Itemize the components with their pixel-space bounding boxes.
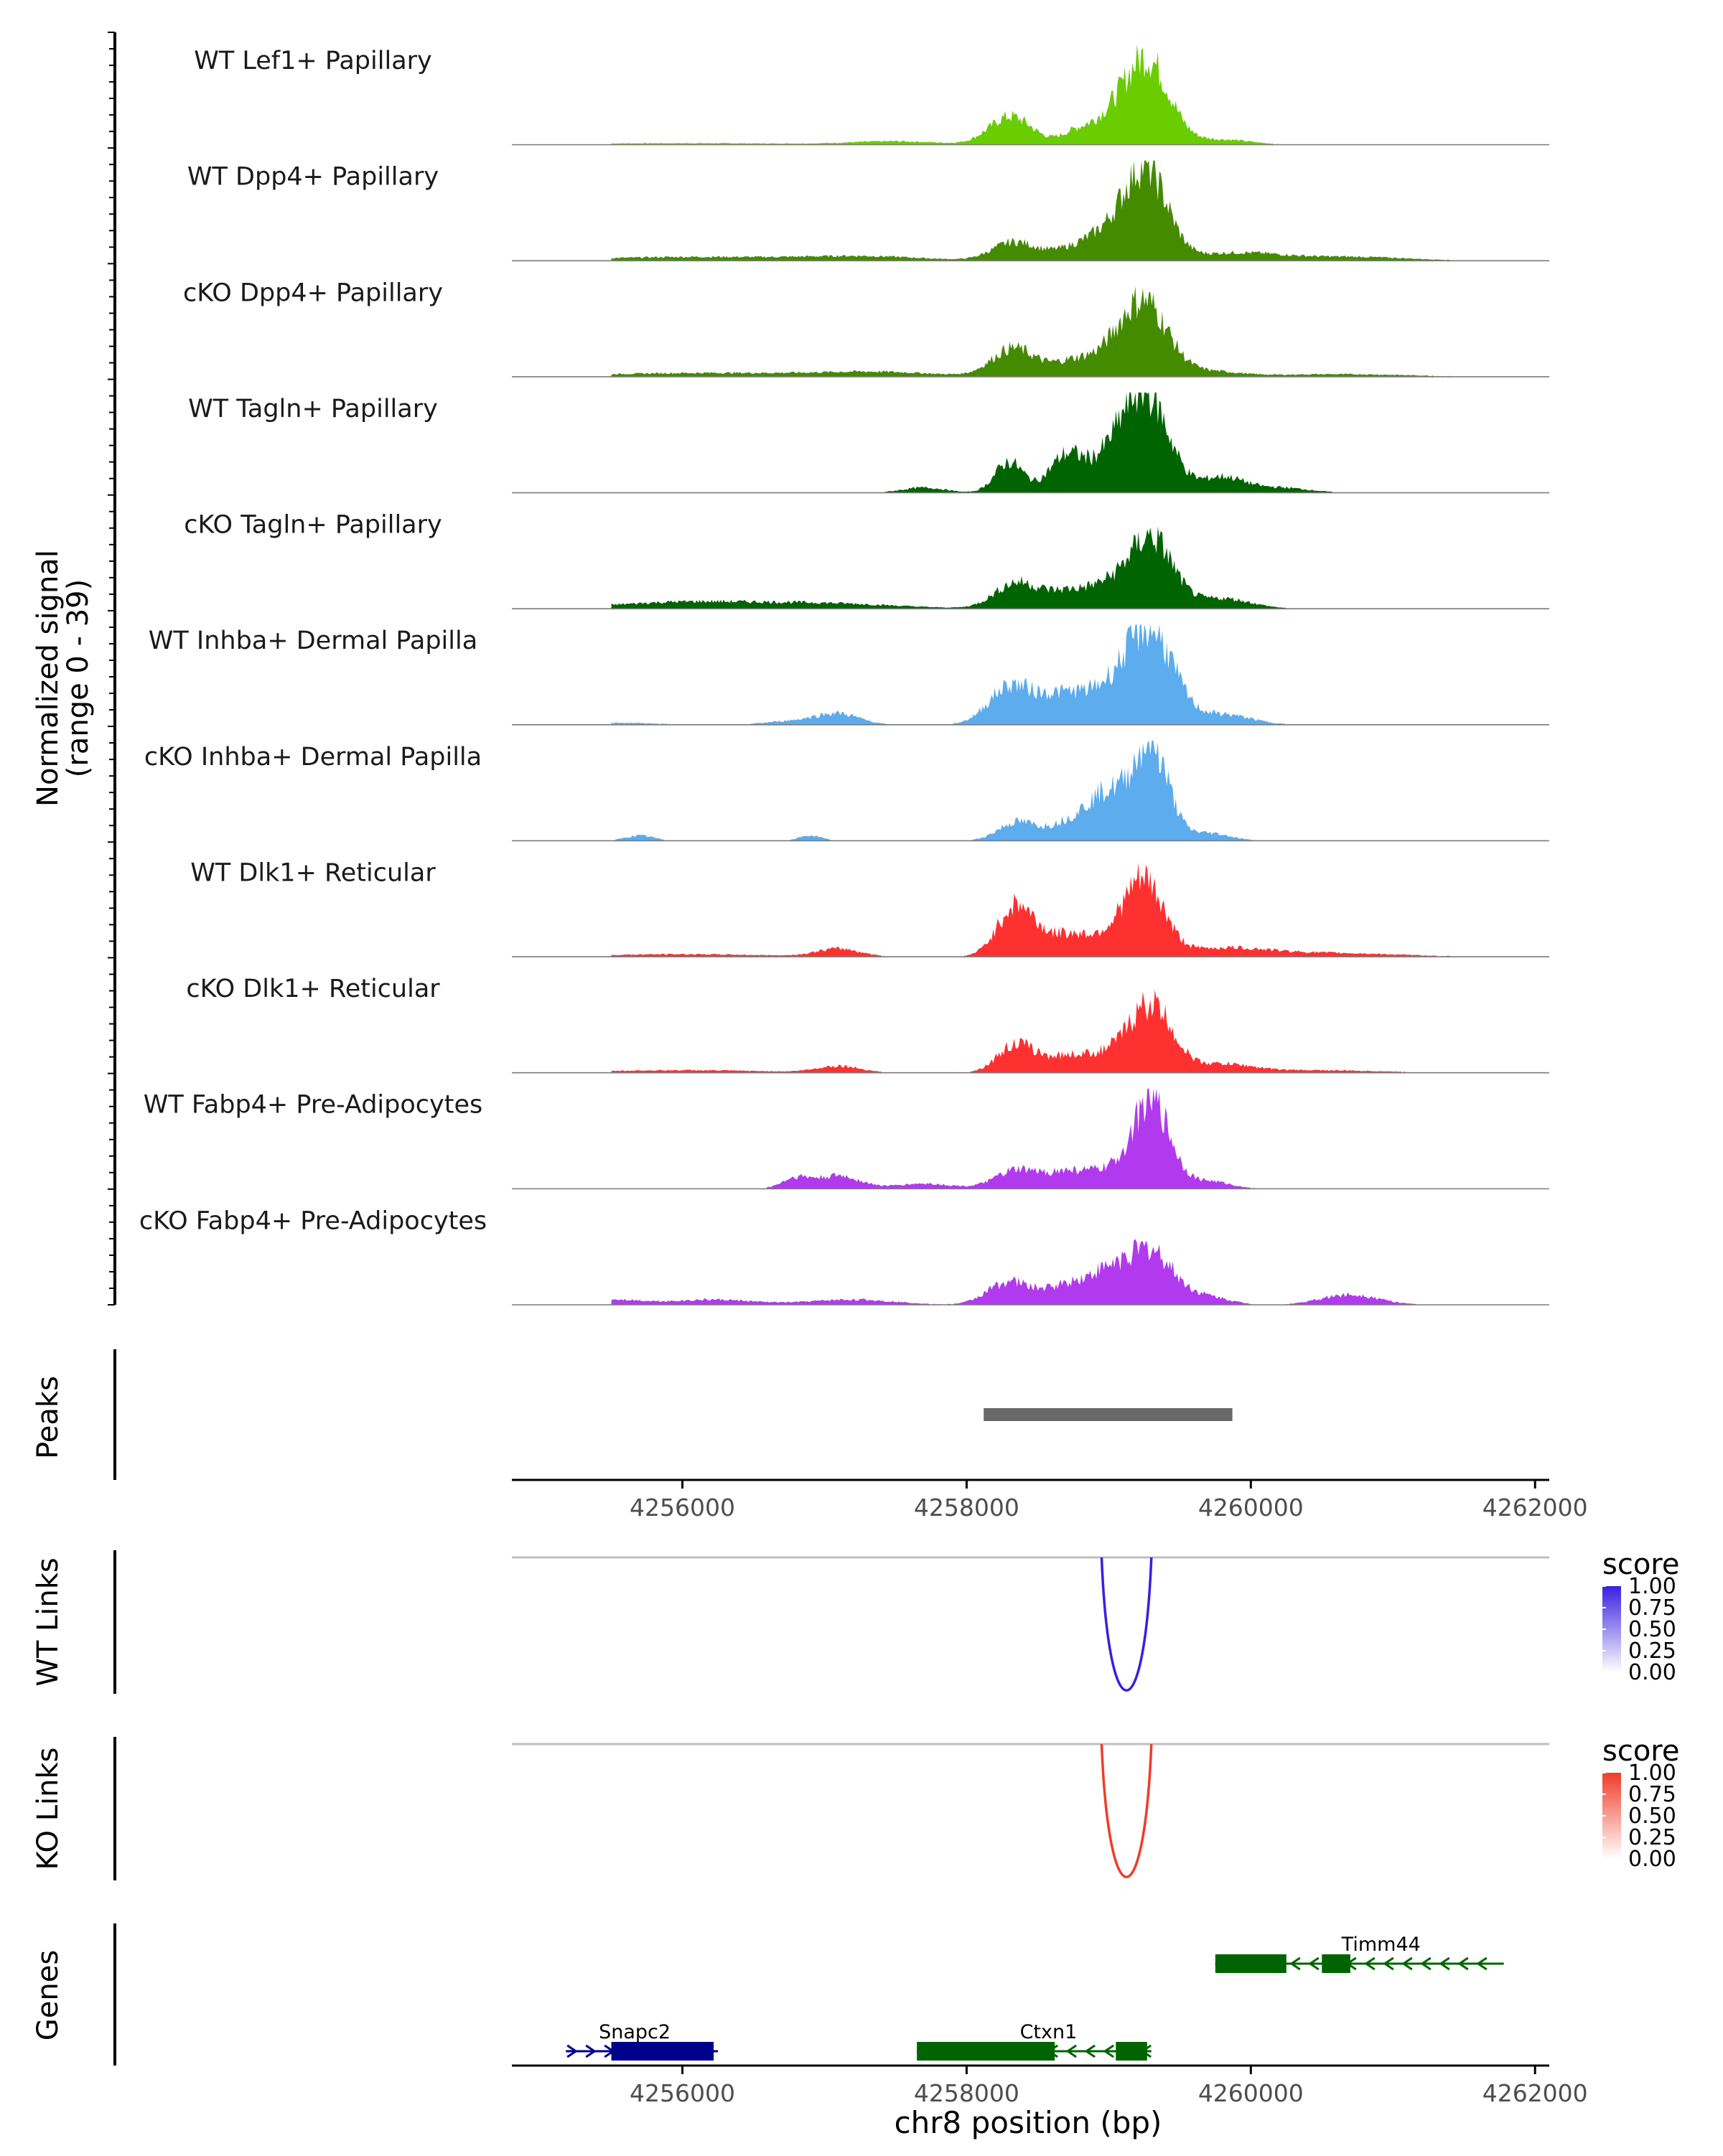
track-label-6: cKO Inhba+ Dermal Papilla xyxy=(144,743,482,772)
peak-bar-0 xyxy=(984,1408,1233,1421)
strand-arrow xyxy=(1065,2044,1077,2058)
track-label-10: cKO Fabp4+ Pre-Adipocytes xyxy=(139,1206,487,1235)
coverage-area-0 xyxy=(611,44,1450,145)
track-label-9: WT Fabp4+ Pre-Adipocytes xyxy=(144,1091,482,1120)
wt-links-ylabel: WT Links xyxy=(32,1557,65,1686)
track-label-5: WT Inhba+ Dermal Papilla xyxy=(149,627,477,655)
track-label-2: cKO Dpp4+ Papillary xyxy=(183,278,443,307)
track-label-1: WT Dpp4+ Papillary xyxy=(187,163,439,192)
peaks-ylabel: Peaks xyxy=(32,1376,65,1459)
track-label-7: WT Dlk1+ Reticular xyxy=(190,858,436,887)
legend-tick-label: 0.25 xyxy=(1628,1639,1676,1664)
legend-title-0: score xyxy=(1602,1548,1679,1581)
gene-name-2: Timm44 xyxy=(1341,1934,1421,1956)
strand-arrow xyxy=(1457,1956,1469,1971)
coverage-area-3 xyxy=(611,392,1450,493)
link-arc-1 xyxy=(1100,1743,1153,1878)
coverage-area-8 xyxy=(611,989,1450,1073)
strand-arrow xyxy=(1401,1956,1413,1971)
strand-arrow xyxy=(1084,2044,1096,2058)
legend-tick-label: 0.75 xyxy=(1628,1782,1676,1807)
gene-name-1: Ctxn1 xyxy=(1020,2021,1078,2043)
coverage-area-6 xyxy=(611,740,1450,841)
genes-x-tick-label: 4260000 xyxy=(1198,2079,1304,2107)
genes-x-tick-label: 4258000 xyxy=(914,2079,1019,2107)
legend-tick-label: 0.50 xyxy=(1628,1804,1676,1829)
legend-tick-label: 1.00 xyxy=(1628,1761,1676,1786)
genes-x-tick-label: 4262000 xyxy=(1482,2079,1588,2107)
gene-exon-0-0 xyxy=(611,2042,714,2061)
x-axis-label: chr8 position (bp) xyxy=(895,2105,1162,2140)
strand-arrow xyxy=(585,2044,597,2058)
link-arc-0 xyxy=(1100,1557,1153,1692)
strand-arrow xyxy=(1420,1956,1432,1971)
coverage-area-7 xyxy=(611,862,1450,957)
peaks-x-tick-label: 4260000 xyxy=(1198,1494,1304,1522)
gene-name-0: Snapc2 xyxy=(599,2021,671,2043)
legend-tick-label: 0.00 xyxy=(1628,1660,1676,1685)
coverage-ylabel: Normalized signal xyxy=(32,550,65,807)
genes-ylabel: Genes xyxy=(32,1950,65,2040)
strand-arrow xyxy=(1476,1956,1488,1971)
strand-arrow xyxy=(1308,1956,1320,1971)
genes-x-tick-label: 4256000 xyxy=(630,2079,735,2107)
coverage-area-4 xyxy=(611,526,1450,609)
strand-arrow xyxy=(1289,1956,1301,1971)
coverage-area-10 xyxy=(611,1239,1450,1305)
legend-tick-label: 0.50 xyxy=(1628,1617,1676,1642)
strand-arrow xyxy=(1364,1956,1376,1971)
coverage-area-1 xyxy=(611,160,1450,261)
legend-tick-label: 1.00 xyxy=(1628,1574,1676,1599)
coverage-area-2 xyxy=(611,286,1450,377)
gene-exon-2-0 xyxy=(1215,1954,1287,1973)
strand-arrow xyxy=(566,2044,578,2058)
peaks-x-tick-label: 4256000 xyxy=(630,1494,735,1522)
legend-tick-label: 0.75 xyxy=(1628,1595,1676,1621)
legend-tick-label: 0.25 xyxy=(1628,1825,1676,1850)
gene-exon-1-0 xyxy=(917,2042,1055,2061)
track-label-4: cKO Tagln+ Papillary xyxy=(184,511,442,540)
track-label-8: cKO Dlk1+ Reticular xyxy=(186,975,440,1003)
gene-exon-1-1 xyxy=(1116,2042,1147,2061)
strand-arrow xyxy=(1383,1956,1394,1971)
legend-tick-label: 0.00 xyxy=(1628,1847,1676,1872)
legend-title-1: score xyxy=(1602,1735,1679,1768)
gene-exon-2-1 xyxy=(1322,1954,1350,1973)
coverage-ylabel-range: (range 0 - 39) xyxy=(62,579,95,777)
track-label-0: WT Lef1+ Papillary xyxy=(194,47,432,75)
coverage-area-9 xyxy=(611,1088,1450,1189)
strand-arrow xyxy=(1439,1956,1450,1971)
ko-links-ylabel: KO Links xyxy=(32,1748,65,1870)
track-label-3: WT Tagln+ Papillary xyxy=(188,395,438,423)
peaks-x-tick-label: 4262000 xyxy=(1482,1494,1588,1522)
coverage-area-5 xyxy=(611,624,1450,725)
peaks-x-tick-label: 4258000 xyxy=(914,1494,1019,1522)
strand-arrow xyxy=(1103,2044,1114,2058)
